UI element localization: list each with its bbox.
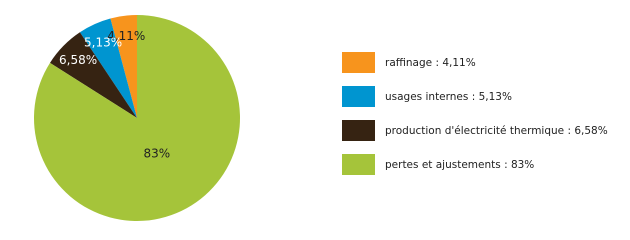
value-label: 83% (144, 147, 171, 161)
value-label: 6,58% (59, 53, 97, 67)
value-label: 4,11% (107, 29, 145, 43)
pie-slice (79, 18, 137, 118)
legend-swatch (342, 154, 375, 175)
pie-slice (110, 15, 137, 118)
legend-label: usages internes : 5,13% (385, 91, 512, 103)
legend-swatch (342, 52, 375, 73)
value-label: 5,13% (84, 35, 122, 49)
legend-label: raffinage : 4,11% (385, 57, 476, 69)
legend-swatch (342, 120, 375, 141)
legend-label: pertes et ajustements : 83% (385, 159, 534, 171)
legend-label: production d'électricité thermique : 6,5… (385, 125, 608, 137)
legend-swatch (342, 86, 375, 107)
pie-slice (34, 15, 241, 221)
pie-slice (50, 32, 137, 118)
